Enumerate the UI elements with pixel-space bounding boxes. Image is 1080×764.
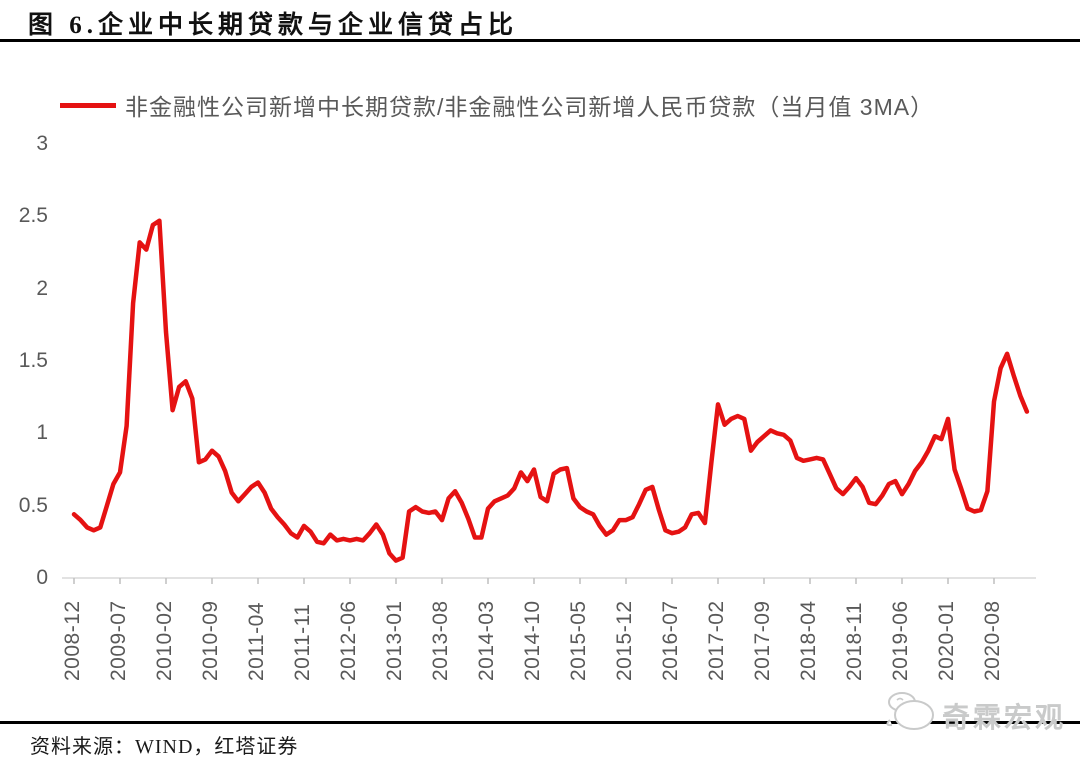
y-axis-tick-label: 2.5: [18, 204, 48, 228]
chart-title: 图 6.企业中长期贷款与企业信贷占比: [28, 12, 519, 39]
chart-legend: 非金融性公司新增中长期贷款/非金融性公司新增人民币贷款（当月值 3MA）: [60, 88, 934, 122]
y-axis-tick-label: 0.5: [18, 493, 48, 517]
data-line-series: [71, 218, 1030, 563]
source-note: 资料来源：WIND，红塔证券: [30, 736, 299, 758]
y-axis-tick-label: 2: [36, 276, 48, 300]
title-divider-rule: [0, 39, 1080, 42]
qilin-mascot-icon: [886, 692, 934, 730]
legend-series-label: 非金融性公司新增中长期贷款/非金融性公司新增人民币贷款（当月值 3MA）: [125, 94, 935, 120]
watermark: 奇霖宏观: [880, 688, 1066, 736]
y-axis-tick-label: 3: [36, 132, 48, 155]
footer-divider-rule: [0, 721, 1080, 724]
y-axis-tick-label: 1.5: [18, 349, 48, 372]
y-axis-tick-label: 0: [36, 566, 48, 589]
watermark-text: 奇霖宏观: [942, 702, 1067, 733]
y-axis-tick-label: 1: [36, 421, 48, 445]
legend-line-swatch: [60, 102, 116, 108]
